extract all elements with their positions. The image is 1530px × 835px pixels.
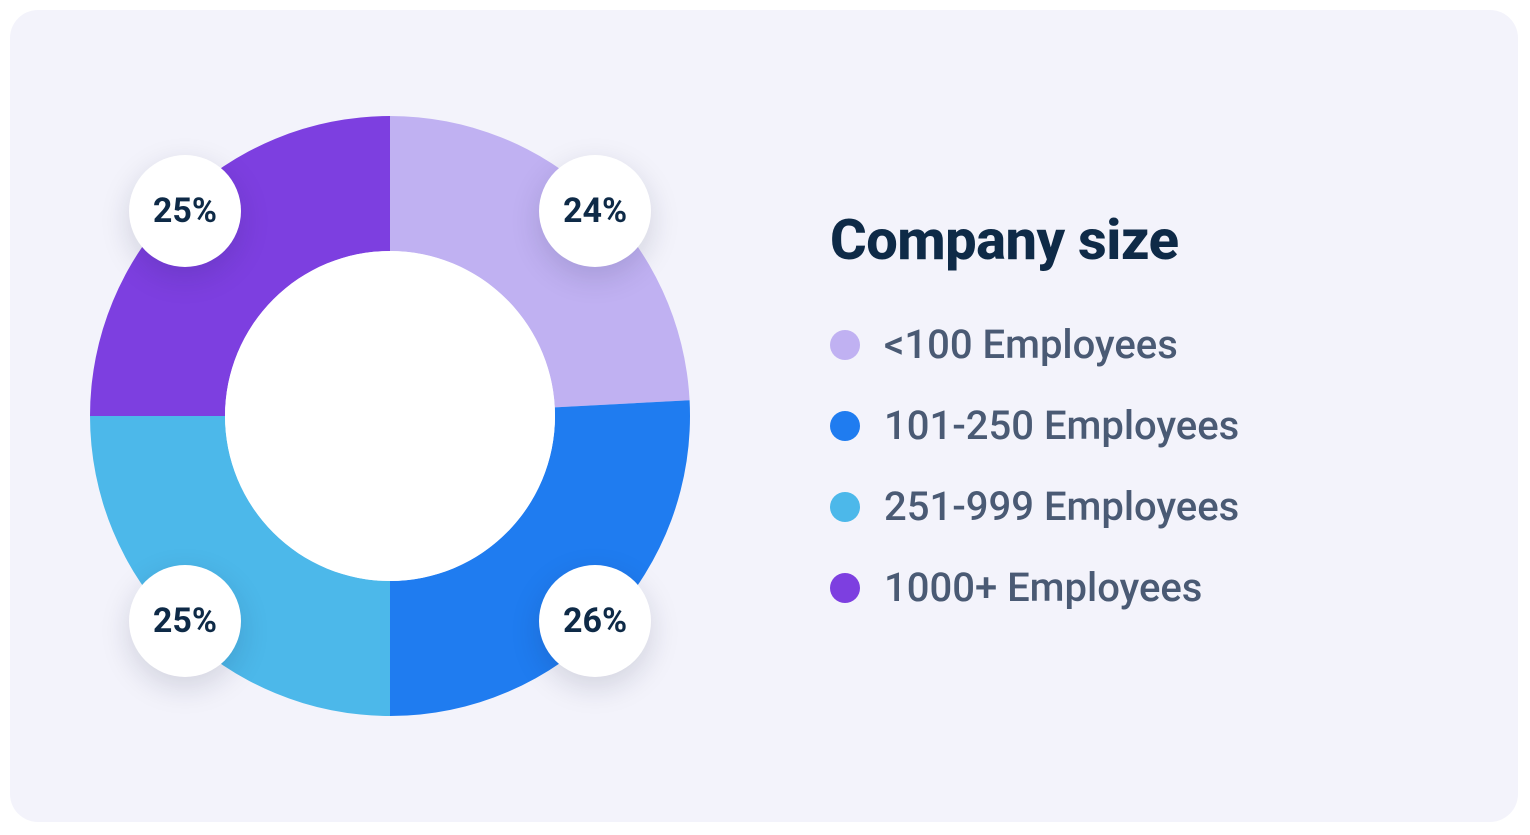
donut-center [225, 251, 555, 581]
company-size-card: 24% 26% 25% 25% Company size <100 Employees… [10, 10, 1518, 822]
legend: Company size <100 Employees 101-250 Emplo… [830, 187, 1438, 645]
pct-badge-label: 24% [563, 191, 627, 231]
legend-title: Company size [830, 207, 1438, 273]
legend-label: 1000+ Employees [884, 564, 1202, 611]
legend-item-101_250: 101-250 Employees [830, 402, 1438, 449]
legend-label: <100 Employees [884, 321, 1178, 368]
pct-badge-1000plus: 25% [129, 155, 241, 267]
legend-label: 251-999 Employees [884, 483, 1239, 530]
legend-item-lt100: <100 Employees [830, 321, 1438, 368]
pct-badge-lt100: 24% [539, 155, 651, 267]
donut-chart: 24% 26% 25% 25% [70, 96, 710, 736]
legend-swatch [830, 330, 860, 360]
pct-badge-251_999: 25% [129, 565, 241, 677]
pct-badge-label: 25% [153, 191, 217, 231]
pct-badge-label: 25% [153, 601, 217, 641]
legend-swatch [830, 492, 860, 522]
pct-badge-101_250: 26% [539, 565, 651, 677]
legend-item-251_999: 251-999 Employees [830, 483, 1438, 530]
legend-label: 101-250 Employees [884, 402, 1239, 449]
legend-swatch [830, 411, 860, 441]
pct-badge-label: 26% [563, 601, 627, 641]
legend-swatch [830, 573, 860, 603]
legend-list: <100 Employees 101-250 Employees 251-999 E… [830, 321, 1438, 611]
legend-item-1000plus: 1000+ Employees [830, 564, 1438, 611]
